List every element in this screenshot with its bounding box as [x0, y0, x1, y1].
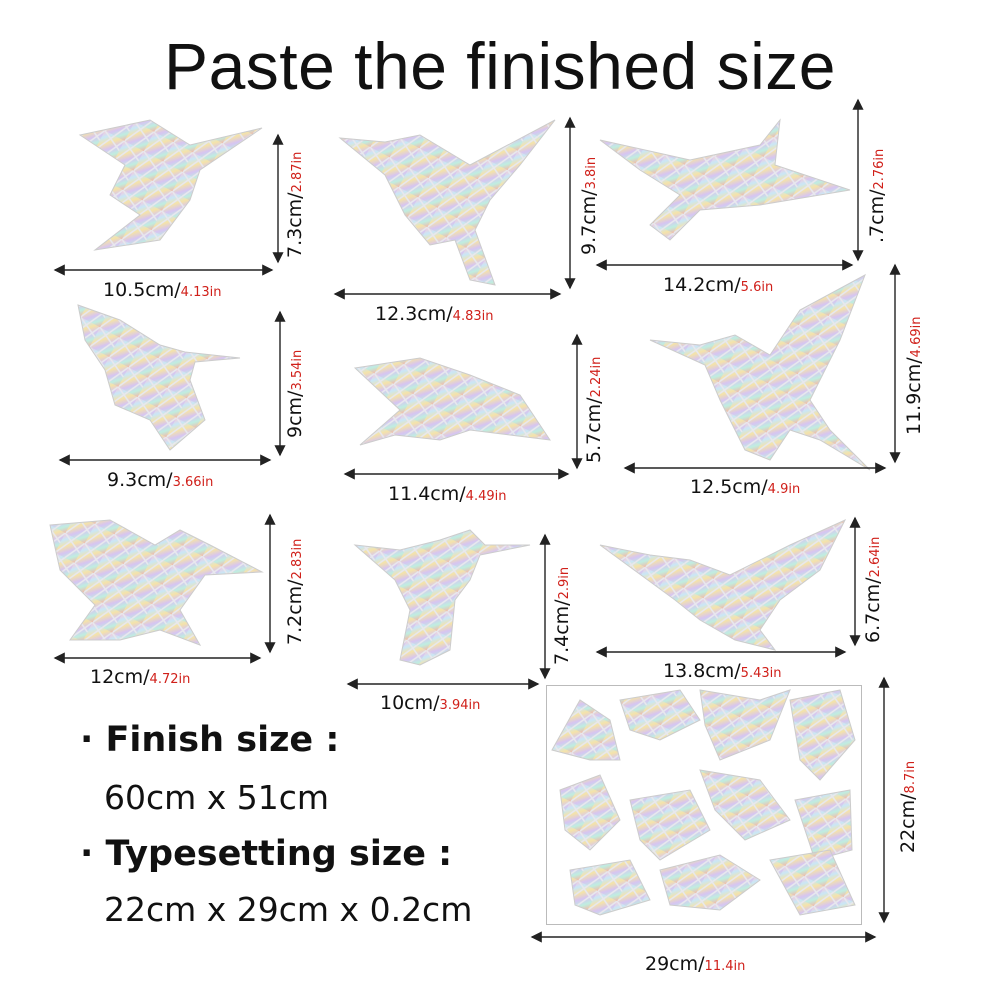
width-label-1: 10.5cm/4.13in: [103, 279, 222, 301]
sticker-sheet-outline: [546, 685, 862, 925]
hummingbird-sticker-9: [599, 518, 847, 651]
width-label-9: 13.8cm/5.43in: [663, 660, 782, 682]
height-label-3: .7cm/2.76in: [866, 148, 888, 243]
sheet-height-label: 22cm/8.7in: [897, 760, 919, 853]
width-label-6: 12.5cm/4.9in: [690, 476, 801, 498]
finish-size-heading: · Finish size :: [80, 720, 340, 760]
hummingbird-sticker-5: [353, 357, 552, 446]
height-label-5: 5.7cm/2.24in: [583, 356, 605, 463]
typesetting-size-value: 22cm x 29cm x 0.2cm: [104, 890, 473, 929]
width-label-2: 12.3cm/4.83in: [375, 303, 494, 325]
hummingbird-sticker-1: [78, 119, 263, 251]
height-label-7: 7.2cm/2.83in: [284, 538, 306, 645]
height-label-4: 9cm/3.54in: [284, 349, 306, 438]
typesetting-size-heading: · Typesetting size :: [80, 834, 453, 874]
hummingbird-sticker-7: [49, 519, 264, 646]
height-label-6: 11.9cm/4.69in: [903, 316, 925, 435]
height-label-8: 7.4cm/2.9in: [551, 566, 573, 665]
finish-size-value: 60cm x 51cm: [104, 778, 330, 817]
sheet-width-label: 29cm/11.4in: [645, 953, 746, 975]
height-label-9: 6.7cm/2.64in: [862, 536, 884, 643]
height-label-1: 7.3cm/2.87in: [284, 151, 306, 258]
hummingbird-sticker-6: [649, 273, 871, 471]
hummingbird-sticker-4: [77, 304, 241, 451]
width-label-4: 9.3cm/3.66in: [107, 469, 214, 491]
width-label-7: 12cm/4.72in: [90, 666, 191, 688]
width-label-3: 14.2cm/5.6in: [663, 274, 774, 296]
hummingbird-sticker-3: [599, 118, 851, 241]
width-label-5: 11.4cm/4.49in: [388, 483, 507, 505]
sticker-sheet-birds: [551, 689, 856, 916]
height-label-2: 9.7cm/3.8in: [578, 156, 600, 255]
page-title: Paste the finished size: [164, 29, 836, 103]
width-label-8: 10cm/3.94in: [380, 692, 481, 714]
hummingbird-sticker-2: [338, 119, 556, 286]
hummingbird-sticker-8: [353, 529, 531, 666]
